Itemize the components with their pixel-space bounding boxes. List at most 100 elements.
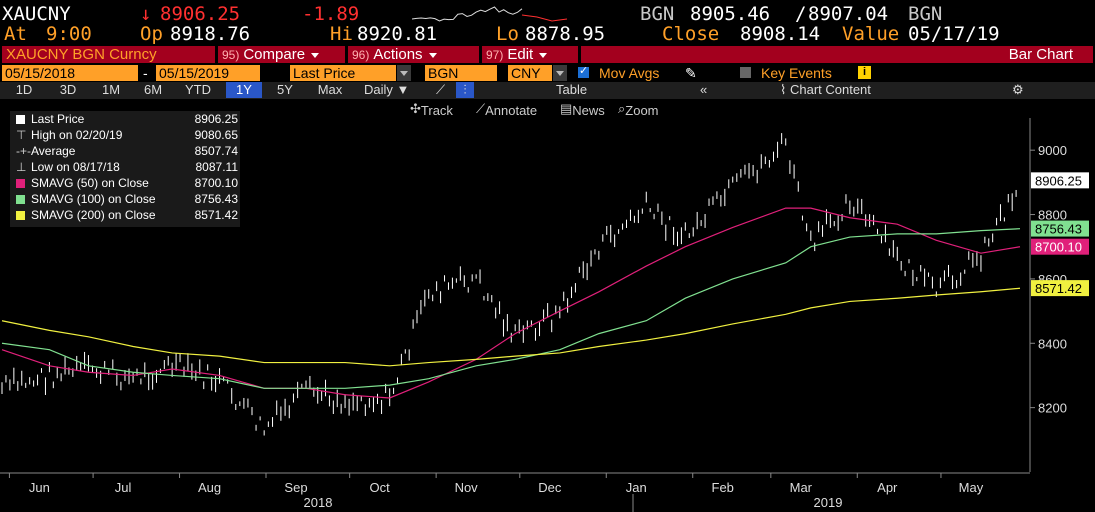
value-label: Value xyxy=(842,23,900,45)
news-button[interactable]: ▤ News xyxy=(560,101,605,118)
legend-row-sma200: SMAVG (200) on Close 8571.42 xyxy=(16,207,238,223)
last-value-tag: 8571.42 xyxy=(1035,281,1082,296)
line-style-icon[interactable]: ⟋ xyxy=(436,82,446,97)
chevron-down-icon xyxy=(428,52,437,58)
key-events-label[interactable]: Key Events xyxy=(761,65,832,81)
open-value: 8918.76 xyxy=(170,23,251,45)
date-range-dash: - xyxy=(143,65,148,81)
x-tick-label: Nov xyxy=(455,480,479,495)
y-tick-label: 9000 xyxy=(1038,143,1067,158)
x-tick-label: Mar xyxy=(790,480,813,495)
at-time: 9:00 xyxy=(46,23,92,45)
x-tick-label: Apr xyxy=(877,480,898,495)
legend-row-high: ⊤ High on 02/20/19 9080.65 xyxy=(16,128,238,142)
period-5y[interactable]: 5Y xyxy=(277,82,293,97)
info-icon[interactable]: i xyxy=(858,66,871,79)
ticker-line-2: At 9:00 Op 8918.76 Hi 8920.81 Lo 8878.95… xyxy=(0,23,1095,47)
sparkline-path xyxy=(412,6,523,22)
series-line-2 xyxy=(1,228,1021,389)
mov-avgs-label[interactable]: Mov Avgs xyxy=(599,65,660,81)
start-date-field[interactable]: 05/15/2018 xyxy=(2,65,138,81)
pencil-icon[interactable]: ✎ xyxy=(685,65,697,81)
high-marker-icon: ⊤ xyxy=(16,128,27,142)
track-button[interactable]: ✣ Track xyxy=(410,101,453,118)
period-1y[interactable]: 1Y xyxy=(226,82,262,98)
legend-row-average: -+-Average 8507.74 xyxy=(16,144,238,158)
x-tick-label: Jun xyxy=(29,480,50,495)
period-ytd[interactable]: YTD xyxy=(185,82,211,97)
legend-swatch-magenta xyxy=(16,179,25,188)
sparkline-intraday xyxy=(521,14,568,22)
x-tick-label: Oct xyxy=(370,480,391,495)
table-button[interactable]: Table xyxy=(556,82,588,97)
x-tick-label: Aug xyxy=(198,480,221,495)
chevron-down-icon xyxy=(539,52,548,58)
last-value-tag: 8756.43 xyxy=(1035,222,1082,237)
value-date: 05/17/19 xyxy=(908,23,1000,45)
y-tick-label: 8200 xyxy=(1038,401,1067,416)
frequency-select[interactable]: Daily ▼ xyxy=(364,82,410,97)
high-label: Hi xyxy=(330,23,353,45)
ask-source: BGN xyxy=(908,3,943,25)
parameter-bar: 05/15/2018 - 05/15/2019 Last Price BGN C… xyxy=(0,64,1095,82)
currency-field[interactable]: CNY xyxy=(508,65,552,81)
year-label-2018: 2018 xyxy=(304,495,333,510)
zoom-button[interactable]: ⌕ Zoom xyxy=(618,101,659,118)
bid-source: BGN xyxy=(640,3,675,25)
last-value-tag-bg xyxy=(1031,220,1089,237)
security-field[interactable]: XAUCNY BGN Curncy xyxy=(2,46,215,63)
legend-swatch-white xyxy=(16,115,25,124)
collapse-icon[interactable]: « xyxy=(700,82,708,97)
period-6m[interactable]: 6M xyxy=(143,82,163,97)
series-line-3 xyxy=(1,287,1021,367)
legend-row-last: Last Price 8906.25 xyxy=(16,111,238,127)
chart-content-button[interactable]: ⌇ Chart Content xyxy=(780,82,871,97)
close-label: Close xyxy=(662,23,720,45)
series-line-1 xyxy=(1,207,1021,399)
last-value-tag-bg xyxy=(1031,280,1089,297)
high-value: 8920.81 xyxy=(357,23,438,45)
period-1m[interactable]: 1M xyxy=(101,82,121,97)
legend-row-sma100: SMAVG (100) on Close 8756.43 xyxy=(16,191,238,207)
x-tick-label: Dec xyxy=(538,480,562,495)
end-date-field[interactable]: 05/15/2019 xyxy=(156,65,260,81)
last-value-tag-bg xyxy=(1031,238,1089,255)
key-events-checkbox[interactable] xyxy=(740,67,751,78)
currency-dropdown-icon[interactable] xyxy=(553,65,567,81)
x-tick-label: Feb xyxy=(712,480,734,495)
average-marker-icon: -+- xyxy=(16,144,31,158)
actions-button[interactable]: 96) Actions xyxy=(348,46,479,63)
last-value-tag-bg xyxy=(1031,172,1089,189)
low-label: Lo xyxy=(496,23,519,45)
compare-button[interactable]: 95) Compare xyxy=(218,46,345,63)
period-3d[interactable]: 3D xyxy=(59,82,77,97)
annotate-button[interactable]: ⟋ Annotate xyxy=(476,101,538,118)
x-tick-label: May xyxy=(959,480,984,495)
chart-toolbar: ✣ Track ⟋ Annotate ▤ News ⌕ Zoom xyxy=(400,99,680,118)
y-tick-label: 8800 xyxy=(1038,208,1067,223)
x-tick-label: Jul xyxy=(115,480,132,495)
bid-price: 8905.46 xyxy=(690,3,771,25)
year-label-2019: 2019 xyxy=(814,495,843,510)
chevron-down-icon xyxy=(311,52,320,58)
ask-price: 8907.04 xyxy=(808,3,889,25)
mov-avgs-checkbox[interactable] xyxy=(578,64,589,78)
legend-swatch-green xyxy=(16,195,25,204)
gear-icon[interactable]: ⚙ xyxy=(1012,82,1024,97)
period-1d[interactable]: 1D xyxy=(15,82,33,97)
last-value-tag: 8700.10 xyxy=(1035,240,1082,255)
chart-legend: Last Price 8906.25 ⊤ High on 02/20/19 9080.… xyxy=(10,111,240,227)
field-dropdown-icon[interactable] xyxy=(397,65,411,81)
period-max[interactable]: Max xyxy=(317,82,343,97)
legend-row-sma50: SMAVG (50) on Close 8700.10 xyxy=(16,175,238,191)
source-field[interactable]: BGN xyxy=(425,65,497,81)
bar-style-icon[interactable]: ⫶ xyxy=(456,82,474,98)
ticker-line-1: XAUCNY ↓ 8906.25 -1.89 BGN 8905.46 / 890… xyxy=(2,3,943,25)
edit-button[interactable]: 97) Edit xyxy=(482,46,578,63)
chart-type-label: Bar Chart xyxy=(581,46,1093,63)
price-chart[interactable]: 8200 8400 8600 8800 9000 Jun Jul Aug Sep Oct Nov De… xyxy=(0,118,1095,512)
price-change: -1.89 xyxy=(302,3,360,25)
field-select[interactable]: Last Price xyxy=(290,65,396,81)
low-marker-icon: ⊥ xyxy=(16,160,27,174)
